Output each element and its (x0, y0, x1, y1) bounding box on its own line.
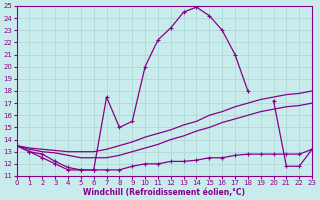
X-axis label: Windchill (Refroidissement éolien,°C): Windchill (Refroidissement éolien,°C) (84, 188, 245, 197)
